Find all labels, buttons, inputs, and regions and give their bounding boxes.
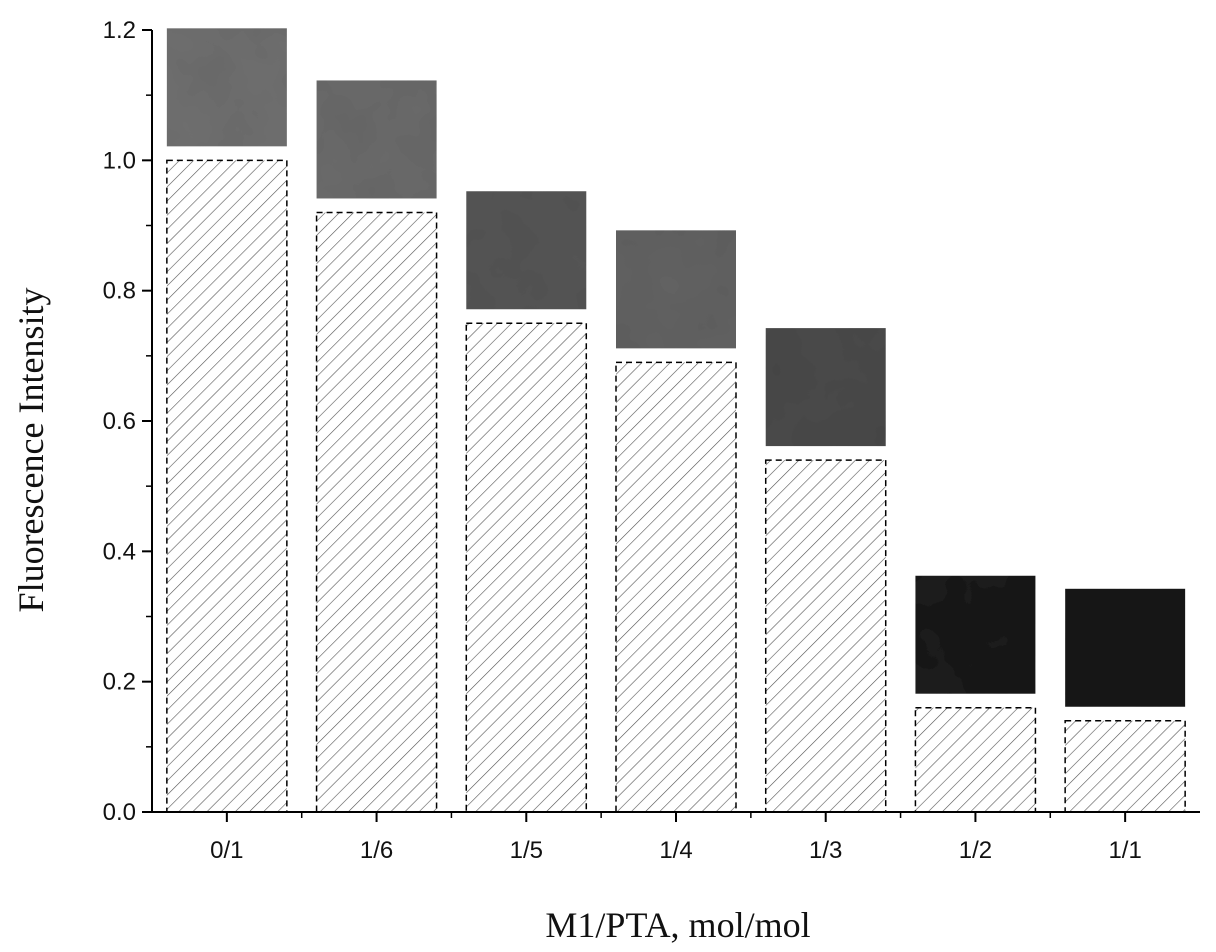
x-tick-label: 1/5 [510, 837, 543, 864]
x-tick-label: 1/1 [1108, 837, 1141, 864]
x-ticks: 0/1 1/6 1/5 1/4 1/3 1/2 1/1 [210, 812, 1142, 864]
fluorescence-image-1-6 [317, 80, 437, 198]
fluorescence-image-1-5 [466, 191, 586, 309]
fluorescence-image-1-4 [616, 230, 736, 348]
bar-1-5 [466, 323, 586, 812]
x-tick-label: 1/4 [659, 837, 692, 864]
y-tick-label: 1.0 [103, 147, 136, 174]
y-tick-label: 0.8 [103, 278, 136, 305]
x-tick-label: 1/6 [360, 837, 393, 864]
y-tick-label: 0.6 [103, 408, 136, 435]
y-tick-label: 0.2 [103, 669, 136, 696]
fluorescence-image-1-2 [915, 576, 1035, 694]
bar-1-1 [1065, 721, 1185, 812]
x-tick-label: 1/2 [959, 837, 992, 864]
bar-0-1 [167, 160, 287, 812]
y-axis-title: Fluorescence Intensity [11, 288, 51, 613]
y-tick-label: 0.4 [103, 538, 136, 565]
x-axis-title: M1/PTA, mol/mol [545, 905, 810, 945]
y-tick-label: 0.0 [103, 799, 136, 826]
y-ticks: 0.0 0.2 0.4 0.6 0.8 1.0 1.2 [103, 17, 152, 826]
bar-1-4 [616, 362, 736, 812]
x-tick-label: 0/1 [210, 837, 243, 864]
fluorescence-image-0-1 [167, 28, 287, 146]
fluorescence-image-1-3 [766, 328, 886, 446]
bar-1-6 [317, 212, 437, 812]
bar-1-2 [915, 708, 1035, 812]
y-tick-label: 1.2 [103, 17, 136, 44]
x-tick-label: 1/3 [809, 837, 842, 864]
fluorescence-image-1-1 [1065, 589, 1185, 707]
bar-1-3 [766, 460, 886, 812]
